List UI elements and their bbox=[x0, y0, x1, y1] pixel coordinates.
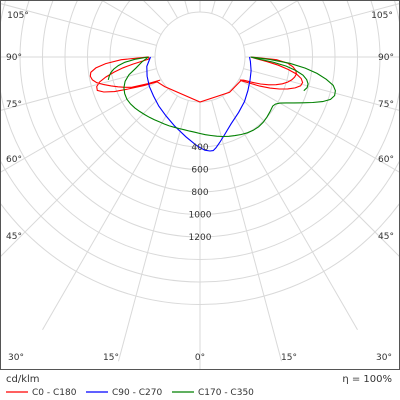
grid-spoke bbox=[222, 1, 233, 19]
grid-spoke bbox=[238, 1, 298, 35]
axis-labels: 105° 105° 90° 90° 75° 75° 60° 60° 45° 45° 30° 30° 15… bbox=[6, 11, 394, 363]
radial-tick-label: 400 bbox=[191, 143, 208, 153]
grid-spoke bbox=[231, 88, 399, 257]
angle-tick-label: 105° bbox=[371, 11, 393, 21]
legend: C0 - C180 C90 - C270 C170 - C350 bbox=[6, 388, 254, 398]
angle-tick-label: 15° bbox=[281, 353, 297, 363]
grid-spoke bbox=[211, 100, 283, 362]
polar-grid bbox=[1, 1, 399, 369]
angle-tick-label: 30° bbox=[376, 353, 392, 363]
angle-tick-label: 105° bbox=[7, 11, 29, 21]
series-line-2 bbox=[146, 56, 252, 152]
grid-spoke bbox=[42, 95, 178, 331]
legend-label: C90 - C270 bbox=[112, 388, 162, 398]
grid-spoke bbox=[243, 3, 399, 46]
angle-tick-label: 30° bbox=[8, 353, 24, 363]
angle-tick-label: 60° bbox=[6, 155, 22, 165]
grid-spoke bbox=[1, 79, 162, 173]
series-line-3 bbox=[107, 56, 336, 138]
radial-tick-label: 1000 bbox=[189, 211, 212, 221]
angle-tick-label: 0° bbox=[195, 353, 205, 363]
series-line-1 bbox=[89, 56, 304, 103]
efficiency-label: η = 100% bbox=[342, 374, 392, 385]
radial-tick-label: 600 bbox=[191, 166, 208, 176]
grid-spoke bbox=[167, 1, 178, 19]
series-layer bbox=[89, 56, 336, 152]
radial-tick-label: 800 bbox=[191, 188, 208, 198]
radial-tick-label: 1200 bbox=[189, 233, 212, 243]
grid-spoke bbox=[117, 100, 189, 362]
grid-spoke bbox=[243, 68, 399, 111]
angle-tick-label: 90° bbox=[378, 53, 394, 63]
grid-spoke bbox=[238, 79, 399, 173]
angle-tick-label: 45° bbox=[378, 232, 394, 242]
grid-spoke bbox=[222, 95, 358, 331]
unit-label: cd/klm bbox=[6, 374, 40, 385]
legend-label: C0 - C180 bbox=[32, 388, 77, 398]
angle-tick-label: 45° bbox=[6, 232, 22, 242]
grid-spoke bbox=[1, 88, 169, 257]
angle-tick-label: 15° bbox=[103, 353, 119, 363]
legend-label: C170 - C350 bbox=[198, 388, 254, 398]
angle-tick-label: 90° bbox=[6, 53, 22, 63]
angle-tick-label: 75° bbox=[6, 100, 22, 110]
grid-spoke bbox=[102, 1, 162, 35]
grid-spoke bbox=[1, 3, 157, 46]
angle-tick-label: 75° bbox=[378, 100, 394, 110]
angle-tick-label: 60° bbox=[378, 155, 394, 165]
grid-spoke bbox=[1, 68, 157, 111]
